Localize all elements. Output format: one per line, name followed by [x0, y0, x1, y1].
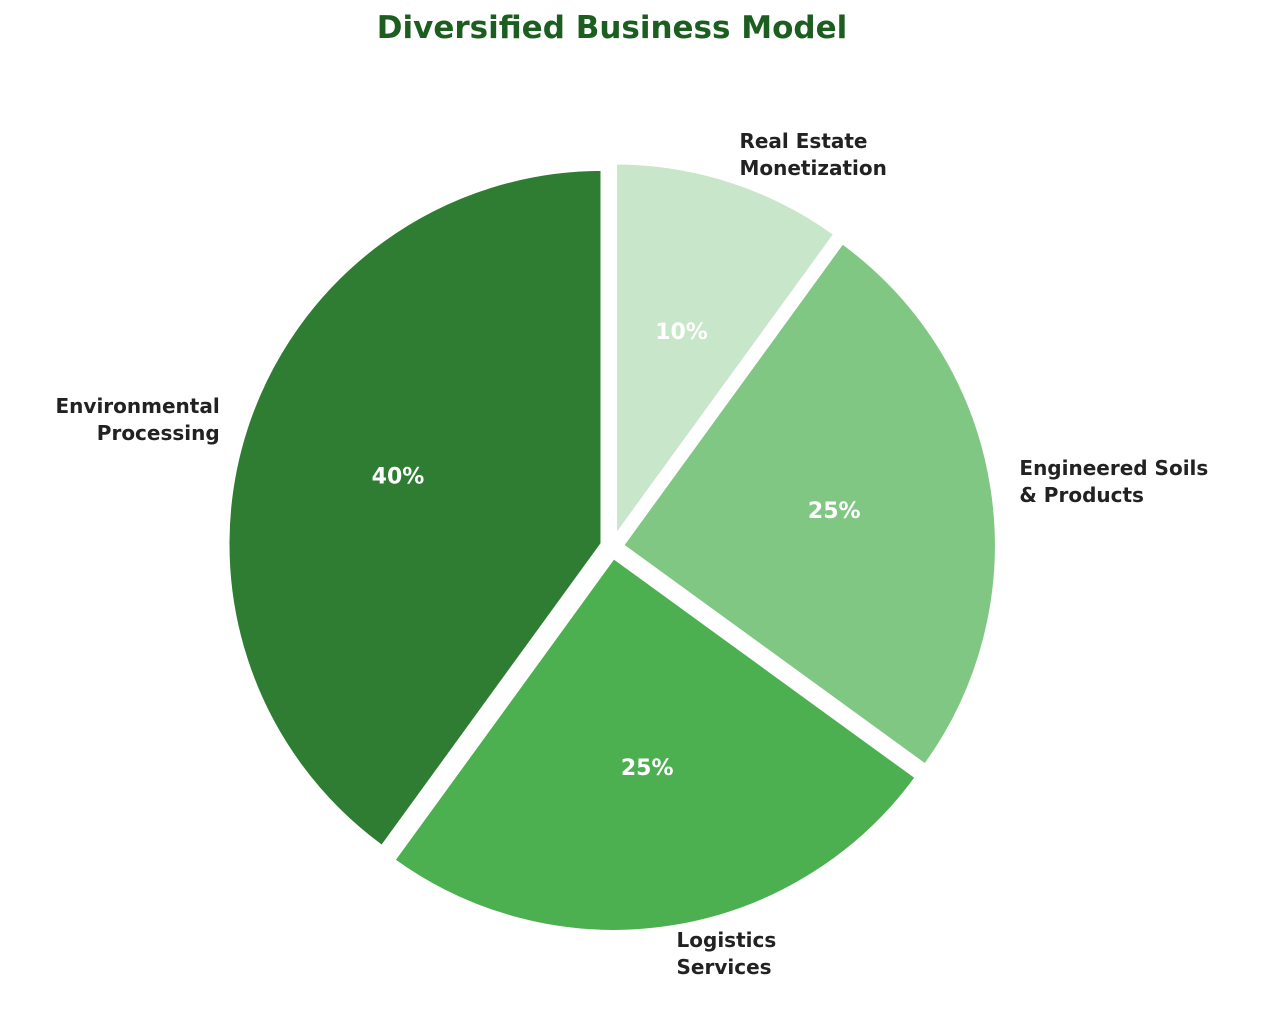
- pie-slice: [613, 160, 839, 544]
- value-label: 25%: [808, 499, 861, 524]
- pie-slice: [619, 239, 999, 769]
- category-label: Environmental Processing: [55, 393, 220, 445]
- pie-slice: [225, 166, 605, 851]
- pie-slice: [390, 554, 920, 934]
- category-label: Engineered Soils & Products: [1019, 456, 1209, 508]
- value-label: 25%: [621, 756, 674, 781]
- value-label: 10%: [655, 320, 708, 345]
- chart-title: Diversified Business Model: [376, 10, 848, 46]
- category-label: Real Estate Monetization: [739, 128, 887, 180]
- value-label: 40%: [372, 464, 425, 489]
- category-label: Logistics Services: [676, 928, 777, 980]
